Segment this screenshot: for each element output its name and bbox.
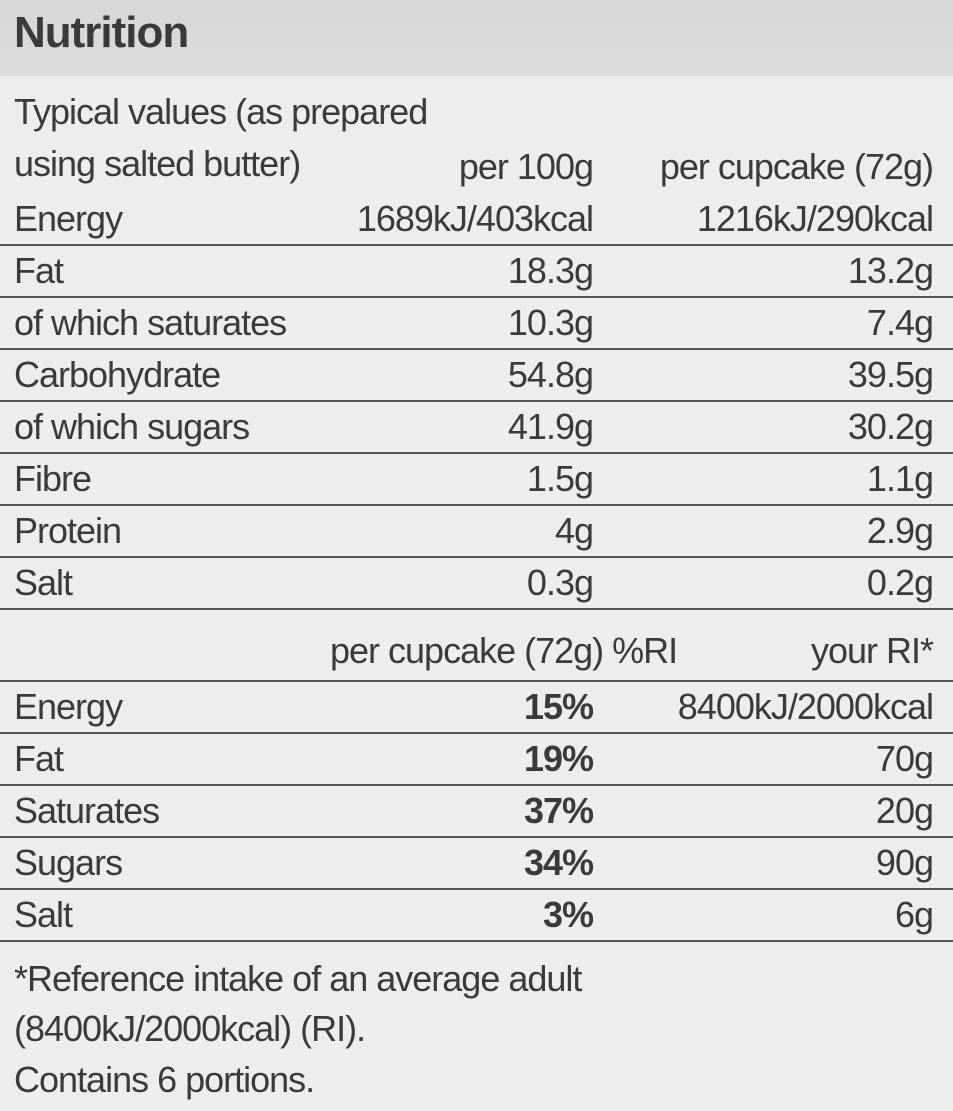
footnote: *Reference intake of an average adult (8… — [14, 958, 582, 1049]
cell-value: 7.4g — [866, 302, 934, 343]
ri-header: per cupcake (72g) %RI your RI* — [0, 610, 953, 682]
column-header: per 100g — [458, 146, 594, 187]
row-label: Carbohydrate — [14, 354, 221, 395]
cell-value: 1689kJ/403kcal — [356, 198, 594, 239]
cell-value: 41.9g — [507, 406, 594, 447]
table-row: Saturates 37% 20g — [0, 786, 953, 838]
title: Nutrition — [14, 8, 189, 57]
row-label: Fat — [14, 738, 64, 779]
cell-value: 54.8g — [507, 354, 594, 395]
table-row: Sugars 34% 90g — [0, 838, 953, 890]
cell-value: 8400kJ/2000kcal — [677, 686, 934, 727]
table-row: Energy 15% 8400kJ/2000kcal — [0, 682, 953, 734]
ri-rows: Energy 15% 8400kJ/2000kcal Fat 19% 70g Saturat… — [0, 682, 953, 942]
row-label: Energy — [14, 686, 123, 727]
cell-value: 1.1g — [866, 458, 934, 499]
header-band: Nutrition — [0, 0, 953, 76]
cell-value: 0.2g — [866, 562, 934, 603]
cell-value: 39.5g — [847, 354, 934, 395]
cell-value: 20g — [875, 790, 934, 831]
cell-value: 37% — [523, 790, 594, 831]
cell-value: 4g — [554, 510, 594, 551]
column-header: per cupcake (72g) — [659, 146, 934, 187]
footer: *Reference intake of an average adult (8… — [0, 954, 953, 1106]
table-row: Protein 4g 2.9g — [0, 506, 953, 558]
cell-value: 30.2g — [847, 406, 934, 447]
row-label: Sugars — [14, 842, 123, 883]
nutrition-rows: Energy 1689kJ/403kcal 1216kJ/290kcal Fat 18.… — [0, 194, 953, 610]
row-label: Saturates — [14, 790, 160, 831]
table-row: of which sugars 41.9g 30.2g — [0, 402, 953, 454]
table-row: Fat 19% 70g — [0, 734, 953, 786]
row-label: Energy — [14, 198, 123, 239]
row-label: Protein — [14, 510, 122, 551]
row-label: of which sugars — [14, 406, 250, 447]
table-row: Fibre 1.5g 1.1g — [0, 454, 953, 506]
table-row: of which saturates 10.3g 7.4g — [0, 298, 953, 350]
cell-value: 6g — [894, 894, 934, 935]
cell-value: 0.3g — [526, 562, 594, 603]
table-row: Salt 0.3g 0.2g — [0, 558, 953, 610]
row-label: of which saturates — [14, 302, 287, 343]
row-label: Fat — [14, 250, 64, 291]
table-row: Carbohydrate 54.8g 39.5g — [0, 350, 953, 402]
table-row: Salt 3% 6g — [0, 890, 953, 942]
portions: Contains 6 portions. — [14, 1059, 315, 1100]
cell-value: 1216kJ/290kcal — [696, 198, 934, 239]
cell-value: 13.2g — [847, 250, 934, 291]
cell-value: 3% — [542, 894, 594, 935]
column-header: per cupcake (72g) %RI — [330, 630, 678, 671]
cell-value: 10.3g — [507, 302, 594, 343]
cell-value: 90g — [875, 842, 934, 883]
column-header: your RI* — [810, 630, 934, 671]
row-label: Salt — [14, 562, 73, 603]
row-label: Salt — [14, 894, 73, 935]
table-header: Typical values (as prepared using salted… — [0, 76, 953, 194]
table-row: Energy 1689kJ/403kcal 1216kJ/290kcal — [0, 194, 953, 246]
cell-value: 19% — [523, 738, 594, 779]
cell-value: 34% — [523, 842, 594, 883]
row-label: Fibre — [14, 458, 92, 499]
cell-value: 2.9g — [866, 510, 934, 551]
column-header: Typical values (as prepared using salted… — [14, 91, 428, 184]
cell-value: 1.5g — [526, 458, 594, 499]
cell-value: 70g — [875, 738, 934, 779]
cell-value: 15% — [523, 686, 594, 727]
table-row: Fat 18.3g 13.2g — [0, 246, 953, 298]
cell-value: 18.3g — [507, 250, 594, 291]
